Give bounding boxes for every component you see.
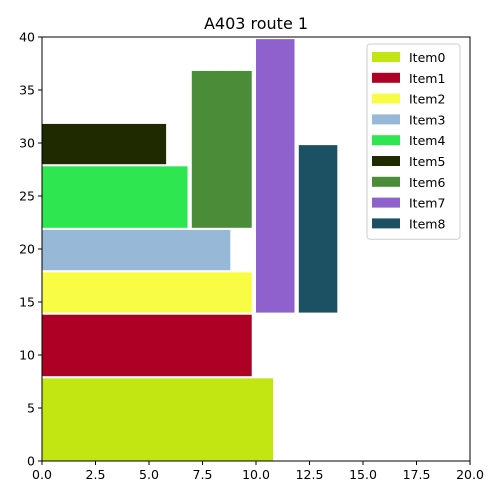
legend-swatch-item7: [372, 197, 400, 208]
bar-item1: [42, 314, 252, 377]
chart-title: A403 route 1: [204, 14, 308, 33]
bar-item4: [42, 166, 188, 228]
y-tick-label: 30: [19, 136, 35, 151]
y-tick-label: 40: [19, 30, 35, 45]
legend-label-item8: Item8: [409, 216, 445, 231]
x-tick-label: 12.5: [296, 467, 324, 482]
legend-box: [366, 43, 461, 240]
legend-swatch-item6: [372, 176, 400, 187]
legend-swatch-item8: [372, 218, 400, 229]
bar-item7: [256, 39, 295, 313]
x-tick-label: 0.0: [32, 467, 52, 482]
y-tick-label: 15: [19, 295, 35, 310]
legend-label-item0: Item0: [409, 50, 445, 65]
legend-label-item7: Item7: [409, 196, 445, 211]
y-tick-label: 25: [19, 189, 35, 204]
y-tick-label: 0: [27, 454, 35, 469]
y-tick-label: 5: [27, 401, 35, 416]
bar-item3: [42, 229, 231, 271]
legend-swatch-item1: [372, 72, 400, 83]
x-tick-label: 2.5: [86, 467, 106, 482]
x-tick-label: 10.0: [242, 467, 270, 482]
x-tick-label: 20.0: [456, 467, 484, 482]
legend-label-item6: Item6: [409, 175, 445, 190]
legend-label-item2: Item2: [409, 92, 445, 107]
legend-swatch-item3: [372, 114, 400, 125]
bar-item5: [42, 123, 167, 165]
legend-swatch-item4: [372, 135, 400, 146]
y-tick-label: 20: [19, 242, 35, 257]
x-tick-label: 15.0: [349, 467, 377, 482]
bar-item6: [191, 70, 252, 228]
legend-swatch-item0: [372, 52, 400, 62]
legend-label-item4: Item4: [409, 133, 445, 148]
x-tick-label: 7.5: [193, 467, 213, 482]
bar-item2: [42, 272, 252, 313]
legend: Item0 Item1 Item2 Item3 Item4 Item5 Item6 Item7…: [366, 43, 461, 240]
legend-label-item3: Item3: [409, 112, 445, 127]
bar-item0: [42, 378, 274, 461]
legend-label-item5: Item5: [409, 154, 445, 169]
x-tick-label: 17.5: [403, 467, 431, 482]
x-axis: 0.0 2.5 5.0 7.5 10.0 12.5 15.0 17.5 20.0: [32, 461, 484, 482]
legend-label-item1: Item1: [409, 71, 445, 86]
y-tick-label: 35: [19, 83, 35, 98]
bar-item8: [298, 145, 338, 313]
y-axis: 0 5 10 15 20 25 30 35 40: [19, 30, 42, 469]
legend-swatch-item2: [372, 93, 400, 104]
x-tick-label: 5.0: [139, 467, 159, 482]
bars-group: [42, 39, 338, 461]
legend-swatch-item5: [372, 156, 400, 166]
y-tick-label: 10: [19, 348, 35, 363]
